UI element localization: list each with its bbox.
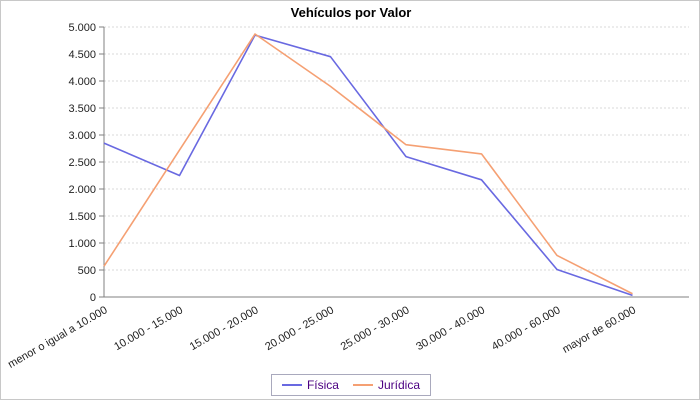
x-category-label: 15.000 - 20.000 (188, 304, 261, 353)
y-tick-label: 1.500 (68, 211, 96, 223)
y-tick-label: 3.500 (68, 103, 96, 115)
chart-title: Vehículos por Valor (290, 5, 412, 20)
y-tick-label: 0 (90, 292, 96, 304)
legend: Física Jurídica (1, 374, 700, 396)
y-tick-label: 2.000 (68, 184, 96, 196)
x-category-label: 25.000 - 30.000 (339, 304, 412, 353)
y-tick-label: 5.000 (68, 22, 96, 34)
series-line-juridica (103, 33, 633, 295)
y-tick-label: 3.000 (68, 130, 96, 142)
series-line-fisica (103, 34, 633, 297)
y-tick-label: 2.500 (68, 157, 96, 169)
legend-item-juridica: Jurídica (352, 378, 421, 392)
legend-label: Jurídica (377, 378, 421, 392)
y-tick-label: 4.500 (68, 49, 96, 61)
x-category-label: mayor de 60.000 (560, 304, 638, 356)
legend-line-swatch (281, 384, 302, 386)
x-category-label: 10.000 - 15.000 (112, 304, 185, 353)
x-category-label: 40.000 - 60.000 (490, 304, 563, 353)
x-category-label: menor o igual a 10.000 (6, 304, 109, 371)
legend-box: Física Jurídica (270, 374, 432, 396)
x-category-label: 30.000 - 40.000 (414, 304, 487, 353)
y-tick-label: 1.000 (68, 238, 96, 250)
legend-item-fisica: Física (281, 378, 339, 392)
legend-line-swatch (352, 384, 373, 386)
y-tick-label: 500 (78, 265, 96, 277)
legend-label: Física (306, 378, 339, 392)
y-tick-label: 4.000 (68, 76, 96, 88)
x-category-label: 20.000 - 25.000 (263, 304, 336, 353)
